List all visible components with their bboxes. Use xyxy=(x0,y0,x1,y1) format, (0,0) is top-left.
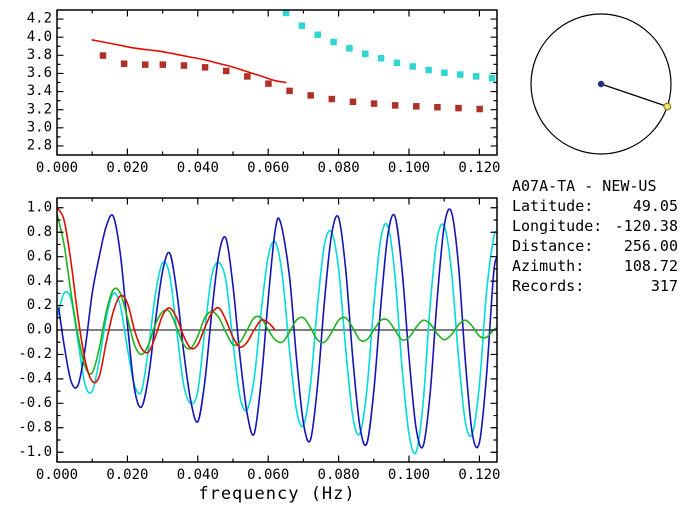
station-title: A07A-TA - NEW-US xyxy=(512,177,657,195)
distance-row: Distance: 256.00 xyxy=(512,236,678,256)
records-label: Records: xyxy=(512,277,585,295)
azimuth-label: Azimuth: xyxy=(512,257,585,275)
azimuth-value: 108.72 xyxy=(623,257,678,275)
records-value: 317 xyxy=(650,277,678,295)
station-info-panel: A07A-TA - NEW-US Latitude: 49.05 Longitu… xyxy=(512,176,678,296)
distance-value: 256.00 xyxy=(623,237,678,255)
distance-label: Distance: xyxy=(512,237,594,255)
longitude-label: Longitude: xyxy=(512,217,603,235)
longitude-value: -120.38 xyxy=(614,217,678,235)
records-row: Records: 317 xyxy=(512,276,678,296)
azimuth-row: Azimuth: 108.72 xyxy=(512,256,678,276)
frequency-axis-label: frequency (Hz) xyxy=(198,484,356,504)
longitude-row: Longitude: -120.38 xyxy=(512,216,678,236)
latitude-row: Latitude: 49.05 xyxy=(512,196,678,216)
latitude-label: Latitude: xyxy=(512,197,594,215)
latitude-value: 49.05 xyxy=(632,197,678,215)
